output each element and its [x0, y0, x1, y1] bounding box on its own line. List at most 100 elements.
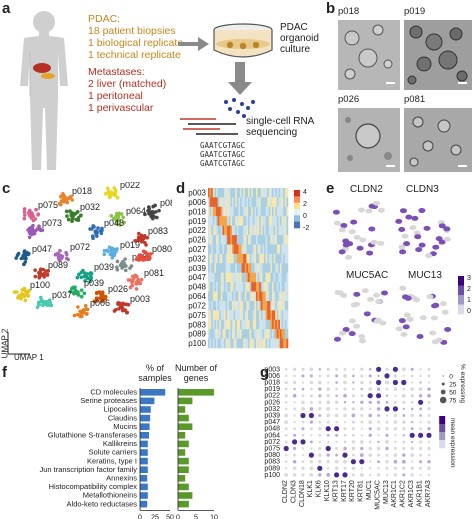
- heatmap-cell: [259, 263, 262, 274]
- heatmap-cell: [267, 253, 270, 264]
- heatmap-cell: [208, 188, 210, 198]
- cluster-p047: [14, 249, 31, 267]
- cluster-point: [33, 274, 38, 279]
- heatmap-cell: [284, 235, 287, 245]
- dot: [352, 387, 355, 391]
- heatmap-cell: [276, 244, 279, 255]
- dot: [284, 440, 288, 444]
- heatmap-cell: [220, 235, 223, 245]
- heatmap-cell: [281, 244, 284, 255]
- heatmap-row-label: p027: [188, 245, 206, 254]
- bar-number-of-genes: [178, 466, 189, 473]
- heatmap-cell: [225, 300, 228, 311]
- heatmap-cell: [230, 197, 233, 208]
- heatmap-cell: [284, 244, 287, 255]
- heatmap-cell: [233, 300, 236, 311]
- heatmap-cell: [246, 253, 249, 264]
- dot: [293, 414, 296, 417]
- colorbar-tick: 2: [467, 286, 471, 293]
- expression-blob: [342, 238, 350, 244]
- dot: [402, 466, 406, 470]
- heatmap-cell: [243, 338, 246, 349]
- heatmap-cell: [280, 319, 282, 330]
- expression-blob: [332, 209, 340, 215]
- heatmap-cell: [243, 291, 246, 302]
- cluster-point: [33, 268, 37, 272]
- heatmap-cell: [262, 225, 265, 236]
- heatmap-cell: [214, 197, 217, 208]
- dot: [351, 394, 355, 398]
- x-tick-label: 0: [176, 514, 180, 519]
- heatmap-cell: [224, 310, 226, 321]
- dot: [427, 414, 431, 417]
- heatmap-cell: [260, 188, 263, 198]
- heatmap-cell: [262, 206, 265, 217]
- heatmap-cell: [280, 310, 282, 321]
- heatmap-row-label: p003: [188, 189, 206, 198]
- heatmap-cell: [254, 338, 257, 349]
- heatmap-cell: [265, 188, 268, 198]
- heatmap-cell: [283, 263, 286, 274]
- cluster-point: [66, 257, 70, 262]
- heatmap-cell: [211, 225, 214, 236]
- heatmap-cell: [278, 282, 281, 292]
- heatmap-cell: [264, 338, 266, 349]
- heatmap-cell: [211, 244, 214, 255]
- heatmap-cell: [251, 216, 254, 226]
- dot: [376, 387, 381, 391]
- dot: [385, 387, 389, 391]
- dot: [410, 367, 414, 371]
- heatmap-cell: [209, 225, 212, 236]
- dot: [309, 460, 314, 464]
- cluster-point: [56, 256, 61, 260]
- dot-plot: p003p006p018p019p022p026p032p039p047p048…: [264, 364, 466, 510]
- heatmap-cell: [275, 300, 278, 311]
- heatmap-cell: [251, 225, 254, 236]
- heatmap-cell: [270, 244, 273, 255]
- dot: [385, 440, 389, 444]
- heatmap-cell: [260, 253, 263, 264]
- dot-column-label: KLK6: [316, 480, 323, 497]
- heatmap-cell: [286, 272, 289, 283]
- heatmap-cell: [273, 272, 276, 283]
- colorbar-segment: [294, 190, 300, 197]
- sequence-line-3: GAATCGTAGC: [200, 159, 246, 168]
- colorbar-tick: 3: [467, 275, 471, 282]
- dot: [360, 413, 364, 418]
- cluster-point: [119, 261, 124, 266]
- dot: [419, 446, 423, 451]
- heatmap-cell: [241, 263, 244, 274]
- dot: [376, 446, 381, 451]
- dot-column-label: KRT81: [358, 480, 365, 502]
- dot: [284, 427, 288, 431]
- bar-number-of-genes: [178, 440, 189, 448]
- heatmap-cell: [238, 235, 241, 245]
- expression-blob: [423, 225, 431, 231]
- cluster-point: [157, 208, 161, 213]
- heatmap-cell: [264, 310, 266, 321]
- heatmap-cell: [262, 244, 265, 255]
- heatmap-cell: [252, 244, 255, 255]
- heatmap-cell: [256, 216, 258, 226]
- heatmap-cell: [249, 244, 252, 255]
- heatmap-cell: [222, 188, 225, 198]
- heatmap-cell: [235, 188, 238, 198]
- heatmap-cell: [272, 338, 274, 349]
- cluster-label: p026: [108, 284, 128, 294]
- heatmap-cell: [232, 291, 234, 302]
- heatmap-cell: [257, 244, 260, 255]
- heatmap-cell: [228, 216, 231, 226]
- heatmap-cell: [246, 319, 249, 330]
- size-legend-title: % expressing: [459, 364, 466, 403]
- dot: [393, 453, 398, 457]
- heatmap-cell: [222, 263, 225, 274]
- heatmap-cell: [217, 244, 220, 255]
- expression-blob: [398, 318, 406, 324]
- heatmap-cell: [275, 235, 278, 245]
- expression-blob: [415, 247, 423, 253]
- expression-blob: [367, 296, 375, 302]
- heatmap-cell: [230, 263, 233, 274]
- heatmap-cell: [216, 188, 218, 198]
- heatmap-row-label: p026: [188, 236, 206, 245]
- heatmap-cell: [252, 225, 255, 236]
